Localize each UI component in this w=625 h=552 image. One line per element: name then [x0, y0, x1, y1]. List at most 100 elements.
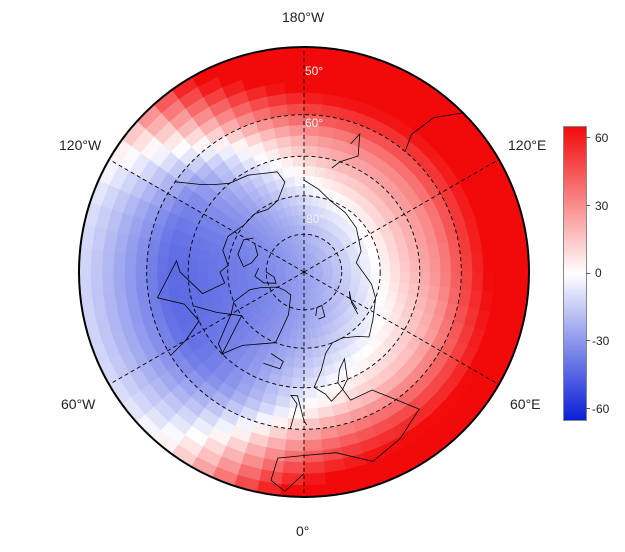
field-cell — [303, 386, 318, 399]
field-cell — [449, 271, 462, 289]
field-cell — [303, 47, 328, 61]
coastline — [254, 267, 277, 284]
field-cell — [113, 251, 127, 273]
coastline — [175, 181, 230, 185]
field-cell — [299, 299, 305, 311]
field-cell — [379, 271, 391, 282]
field-cell — [387, 280, 400, 293]
field-cell — [207, 271, 219, 283]
field-cell — [293, 357, 305, 369]
field-cell — [79, 248, 93, 273]
field-cell — [470, 271, 484, 292]
field-cell — [303, 449, 325, 463]
field-cell — [290, 145, 305, 158]
field-cell — [156, 256, 169, 273]
field-cell — [460, 271, 473, 290]
field-cell — [397, 281, 410, 295]
lon-label-0: 0° — [296, 523, 310, 539]
field-cell — [439, 256, 452, 273]
field-cell — [303, 483, 328, 497]
lon-label-180w: 180°W — [282, 9, 325, 25]
colorbar-tick-neg30: -30 — [592, 334, 610, 348]
field-cell — [237, 264, 248, 273]
field-cell — [146, 255, 159, 273]
field-cell — [515, 271, 529, 296]
field-cell — [378, 279, 390, 291]
field-cell — [295, 195, 305, 207]
field-cell — [283, 355, 296, 368]
field-cell — [303, 366, 316, 379]
latitude-circle — [227, 195, 381, 349]
field-cell — [124, 271, 138, 292]
field-cell — [303, 185, 314, 197]
colorbar-tick-30: 30 — [595, 199, 609, 213]
field-cell — [303, 233, 309, 245]
field-cell — [227, 263, 239, 273]
field-cell — [286, 428, 305, 441]
field-cell — [291, 155, 305, 168]
meridian-line — [108, 271, 305, 385]
field-cell — [280, 47, 305, 61]
coastline — [263, 353, 284, 370]
field-cell — [303, 438, 324, 452]
field-cell — [428, 257, 441, 273]
field-cell — [303, 347, 314, 359]
field-cell — [515, 248, 529, 273]
field-cell — [283, 81, 305, 95]
field-cell — [90, 271, 104, 295]
field-cell — [218, 253, 230, 265]
field-cell — [187, 259, 200, 273]
lat-label-60: 60° — [305, 116, 324, 130]
field-cell — [289, 135, 305, 148]
field-cell — [281, 365, 295, 378]
field-cell — [287, 114, 305, 127]
field-cell — [282, 70, 305, 84]
latitude-circle — [187, 155, 421, 389]
field-cell — [481, 271, 495, 293]
field-cell — [292, 165, 305, 178]
field-cell — [281, 472, 305, 486]
field-cell — [303, 337, 313, 349]
field-cell — [492, 250, 506, 273]
colorbar-tick-mark — [586, 272, 590, 274]
coastline — [315, 304, 326, 320]
field-cell — [287, 417, 305, 430]
field-cell — [418, 258, 431, 273]
field-cell — [303, 407, 320, 420]
field-cell — [79, 271, 93, 296]
coastline — [331, 132, 361, 169]
field-cell — [303, 357, 315, 369]
meridian-line — [108, 159, 305, 273]
field-cell — [294, 185, 305, 197]
colorbar-tick-0: 0 — [595, 266, 602, 280]
colorbar-tick-mark — [586, 340, 590, 342]
field-cell — [303, 145, 318, 158]
field-cell — [286, 103, 305, 116]
field-cell — [303, 460, 326, 474]
colorbar-tick-60: 60 — [595, 131, 609, 145]
lat-label-50: 50° — [305, 64, 324, 78]
field-cell — [331, 271, 343, 277]
field-cell — [90, 249, 104, 273]
field-cell — [303, 81, 325, 95]
coastline — [193, 286, 292, 356]
coastline — [270, 357, 420, 492]
field-cell — [284, 92, 305, 106]
field-cell — [418, 271, 431, 286]
field-cell — [187, 271, 200, 285]
field-cell — [303, 396, 319, 409]
field-cell — [369, 271, 381, 281]
colorbar-tick-mark — [586, 407, 590, 409]
field-cell — [295, 337, 305, 349]
field-cell — [408, 271, 421, 285]
lat-label-80: 80° — [306, 212, 325, 226]
field-cell — [285, 346, 297, 358]
field-cell — [197, 260, 210, 273]
lat-label-70: 70° — [306, 165, 325, 179]
colorbar-tick-neg60: -60 — [592, 402, 610, 416]
field-cell — [293, 175, 305, 187]
field-cell — [379, 262, 391, 273]
field-cell — [398, 271, 411, 284]
field-cell — [303, 195, 313, 207]
field-cell — [341, 271, 352, 278]
